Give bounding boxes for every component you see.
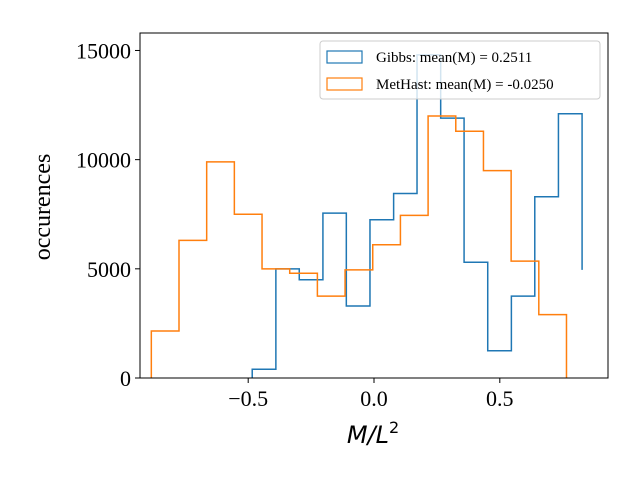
plot-area	[150, 54, 583, 378]
x-axis-label-exponent: 2	[389, 418, 399, 437]
y-tick-label: 0	[120, 366, 131, 391]
x-tick-label: 0.5	[486, 386, 514, 411]
x-tick-label: 0.0	[360, 386, 388, 411]
y-axis: 0 5000 10000 15000	[76, 38, 140, 391]
legend-box	[319, 40, 601, 100]
y-tick-label: 10000	[76, 148, 131, 173]
x-tick-label: −0.5	[228, 386, 268, 411]
y-tick-label: 5000	[87, 257, 131, 282]
legend-swatch-gibbs	[326, 50, 363, 64]
x-axis-label: M/L2	[347, 418, 399, 449]
series-gibbs-step-line	[251, 54, 583, 378]
x-axis: −0.5 0.0 0.5	[228, 378, 514, 411]
series-methast-step-line	[150, 115, 568, 378]
legend-label-methast: MetHast: mean(M) = -0.0250	[376, 77, 554, 93]
legend-label-gibbs: Gibbs: mean(M) = 0.2511	[376, 50, 532, 66]
y-axis-label: occurences	[30, 154, 56, 261]
x-axis-label-base: M/L	[347, 421, 389, 449]
legend: Gibbs: mean(M) = 0.2511 MetHast: mean(M) …	[319, 40, 601, 100]
y-tick-label: 15000	[76, 38, 131, 63]
legend-swatch-methast	[326, 77, 363, 91]
